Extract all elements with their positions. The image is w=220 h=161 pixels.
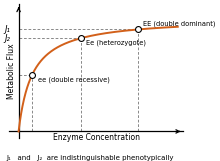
Point — [30, 73, 34, 76]
Y-axis label: Metabolic Flux: Metabolic Flux — [7, 43, 16, 99]
Text: Ee (heterozygote): Ee (heterozygote) — [86, 39, 146, 46]
Text: J₁: J₁ — [4, 25, 10, 34]
Text: J₂: J₂ — [4, 34, 10, 43]
Point — [79, 37, 83, 39]
X-axis label: Enzyme Concentration: Enzyme Concentration — [53, 133, 140, 142]
Text: ee (double recessive): ee (double recessive) — [38, 77, 110, 83]
Text: J₁   and   J₂  are indistinguishable phenotypically: J₁ and J₂ are indistinguishable phenotyp… — [7, 155, 174, 161]
Text: EE (double dominant): EE (double dominant) — [143, 20, 215, 27]
Point — [136, 28, 140, 31]
